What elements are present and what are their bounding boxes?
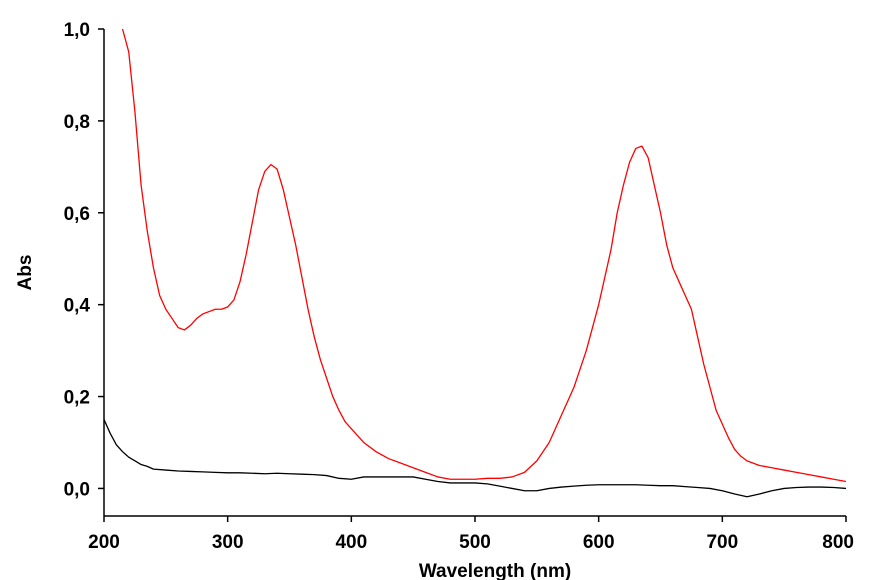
x-tick-label: 300 [212,532,244,553]
x-axis-ticks: 200 300 400 500 600 700 800 [88,516,854,553]
x-tick-label: 800 [822,532,854,553]
y-tick-label: 0,6 [64,204,90,225]
y-tick-label: 1,0 [64,20,90,41]
y-axis-title: Abs [15,255,36,291]
y-axis-ticks: 0,0 0,2 0,4 0,6 0,8 1,0 [64,20,104,500]
x-tick-label: 700 [706,532,738,553]
x-tick-label: 600 [583,532,615,553]
y-tick-label: 0,2 [64,388,90,409]
y-tick-label: 0,4 [64,296,91,317]
x-tick-label: 200 [88,532,120,553]
series-line-1 [123,29,846,482]
x-axis-title: Wavelength (nm) [419,561,571,580]
series-layer [104,29,846,497]
x-tick-label: 400 [335,532,367,553]
y-tick-label: 0,8 [64,112,90,133]
series-line-2 [104,420,846,497]
x-tick-label: 500 [459,532,491,553]
y-tick-label: 0,0 [64,479,90,500]
